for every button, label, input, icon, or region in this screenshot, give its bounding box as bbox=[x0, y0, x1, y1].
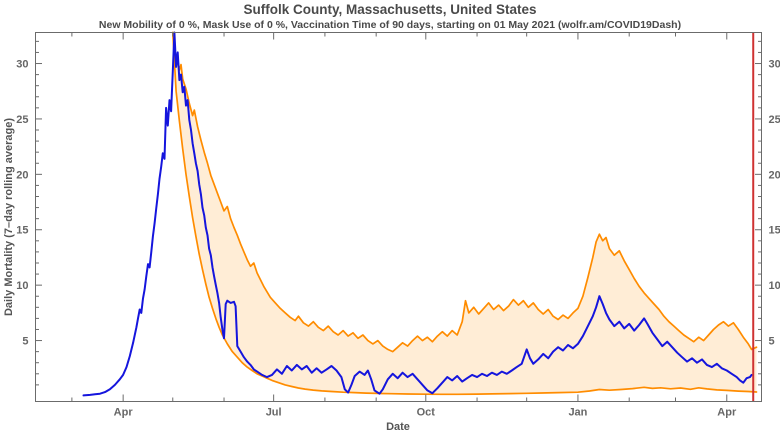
y-tick-label-right: 10 bbox=[769, 280, 780, 292]
chart-title: Suffolk County, Massachusetts, United St… bbox=[243, 2, 537, 17]
y-tick-label-right: 25 bbox=[769, 114, 780, 126]
y-tick-label-left: 20 bbox=[16, 169, 28, 181]
x-tick-label: Apr bbox=[114, 407, 134, 419]
y-tick-label-left: 30 bbox=[16, 59, 28, 71]
y-tick-label-right: 30 bbox=[769, 59, 780, 71]
uncertainty-band bbox=[172, 32, 757, 395]
model-lower-bound-line bbox=[171, 31, 758, 396]
y-axis-label: Daily Mortality (7–day rolling average) bbox=[3, 118, 15, 316]
y-tick-label-left: 15 bbox=[16, 225, 28, 237]
x-tick-label: Apr bbox=[717, 407, 737, 419]
y-tick-label-left: 25 bbox=[16, 114, 28, 126]
y-tick-label-left: 10 bbox=[16, 280, 28, 292]
model-upper-bound-line bbox=[171, 31, 758, 353]
y-tick-label-left: 5 bbox=[22, 336, 28, 348]
plot-frame bbox=[35, 32, 762, 402]
reported-mortality-line bbox=[82, 31, 753, 397]
y-tick-label-right: 15 bbox=[769, 225, 780, 237]
x-axis-label: Date bbox=[386, 421, 410, 433]
x-tick-label: Jul bbox=[266, 407, 282, 419]
x-tick-label: Oct bbox=[417, 407, 436, 419]
y-tick-label-right: 20 bbox=[769, 169, 780, 181]
x-tick-label: Jan bbox=[568, 407, 587, 419]
y-tick-label-right: 5 bbox=[769, 336, 775, 348]
chart-subtitle: New Mobility of 0 %, Mask Use of 0 %, Va… bbox=[98, 19, 682, 31]
